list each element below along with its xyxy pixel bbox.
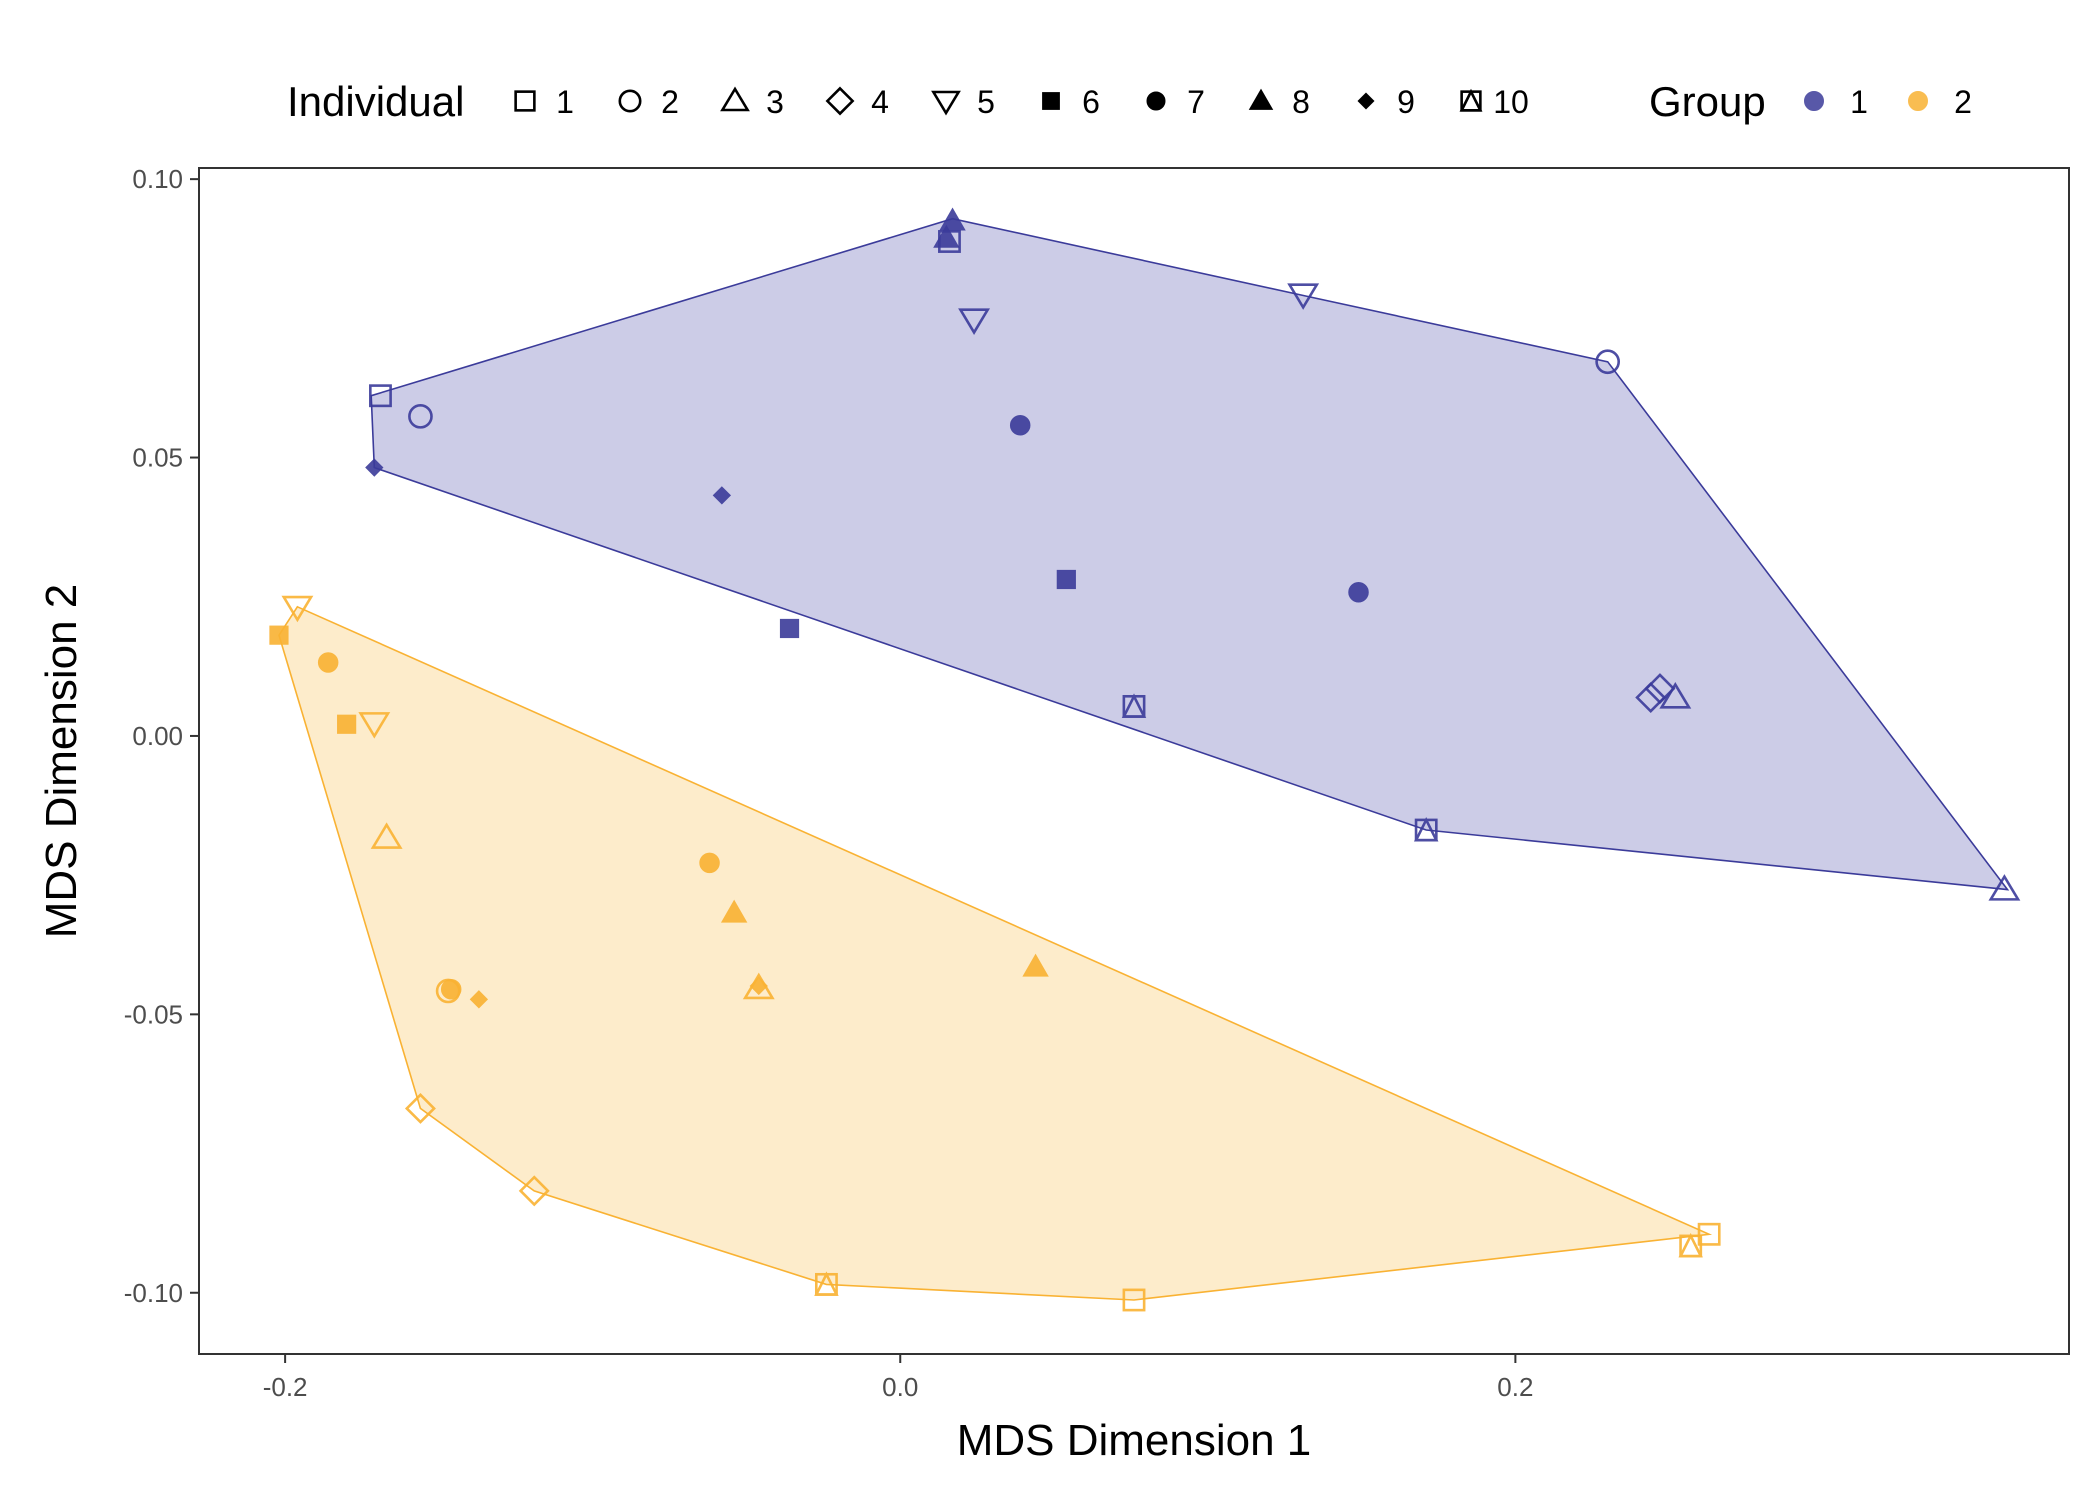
point-group-2-individual-8 [1022, 953, 1049, 977]
hull-group-1 [370, 217, 2010, 891]
point-group-1-individual-2 [1595, 349, 1621, 375]
point-group-2-individual-10 [814, 1271, 839, 1296]
point-group-1-individual-1 [369, 384, 392, 408]
legend-individual-label: 9 [1397, 84, 1415, 120]
x-tick-label: -0.2 [263, 1372, 308, 1402]
group-hulls [278, 217, 2010, 1301]
legend-individual-title: Individual [287, 78, 464, 125]
legend-group-item-1: 1 [1804, 84, 1868, 120]
point-group-2-individual-5 [358, 712, 391, 739]
legend-individual-item-8: 8 [1248, 84, 1310, 120]
point-group-1-individual-6 [1056, 569, 1076, 590]
point-group-2-individual-3 [370, 822, 403, 849]
legend-individual-item-2: 2 [618, 84, 679, 120]
point-group-1-individual-1 [938, 230, 961, 253]
point-group-1-individual-7 [1348, 582, 1369, 603]
point-group-2-individual-5 [281, 595, 314, 623]
legend-individual-item-6: 6 [1042, 84, 1100, 120]
legend-group-item-2: 2 [1908, 84, 1972, 120]
legend-individual-label: 8 [1292, 84, 1310, 120]
y-tick-label: 0.10 [132, 164, 183, 194]
point-group-2-individual-3 [742, 972, 775, 1000]
point-group-1-individual-4 [1635, 682, 1667, 714]
point-group-2-individual-8 [720, 899, 748, 923]
point-group-1-individual-10 [1413, 816, 1439, 842]
point-group-1-individual-4 [1644, 673, 1676, 705]
legend-individual-item-10: 10 [1459, 84, 1529, 120]
legend-individual-item-9: 9 [1357, 84, 1415, 120]
point-group-2-individual-1 [1122, 1288, 1146, 1312]
point-group-2-individual-6 [269, 625, 289, 645]
point-group-2-individual-10 [1678, 1232, 1703, 1258]
point-group-1-individual-3 [1659, 681, 1692, 709]
legend-group-label: 1 [1850, 84, 1868, 120]
legend-individual-label: 2 [661, 84, 679, 120]
point-group-1-individual-10 [1121, 693, 1147, 718]
legend-individual-item-1: 1 [514, 84, 574, 120]
legend-individual-items: 1 2 3 4 5 6 7 8 9 10 [514, 84, 1529, 120]
hull-group-2 [278, 605, 1713, 1301]
x-tick-label: 0.2 [1497, 1372, 1533, 1402]
x-tick-label: 0.0 [882, 1372, 918, 1402]
legend-individual-label: 10 [1493, 84, 1529, 120]
x-axis-title: MDS Dimension 1 [957, 1416, 1312, 1465]
legend-individual-label: 4 [871, 84, 889, 120]
legend-individual-label: 5 [977, 84, 995, 120]
point-group-2-individual-6 [337, 714, 357, 734]
point-group-2-individual-7 [699, 852, 720, 874]
y-tick-label: 0.00 [132, 721, 183, 751]
point-group-1-individual-2 [408, 403, 433, 429]
legend-individual-item-4: 4 [825, 84, 889, 120]
point-group-2-individual-7 [440, 979, 462, 1000]
y-tick-label: 0.05 [132, 443, 183, 473]
point-group-1-individual-3 [1988, 874, 2021, 901]
legend-individual-item-7: 7 [1146, 84, 1205, 120]
legend-individual-item-3: 3 [720, 84, 784, 120]
y-axis: 0.10 0.05 0.00 -0.05 -0.10 [124, 164, 199, 1308]
plot-panel-border [198, 167, 2070, 1355]
point-group-2-individual-4 [518, 1175, 550, 1207]
y-tick-label: -0.05 [124, 999, 183, 1029]
legend-individual-label: 6 [1082, 84, 1100, 120]
point-group-1-individual-5 [1287, 283, 1320, 310]
point-group-1-individual-6 [779, 618, 800, 639]
point-group-2-individual-4 [404, 1092, 436, 1124]
point-group-2-individual-7 [317, 652, 339, 673]
legend-individual-item-5: 5 [931, 84, 995, 120]
point-group-1-individual-8 [939, 207, 966, 231]
x-axis: -0.2 0.0 0.2 [263, 1354, 1533, 1402]
point-group-2-individual-9 [469, 990, 489, 1009]
legend-group-label: 2 [1954, 84, 1972, 120]
legend-group-title: Group [1649, 78, 1766, 125]
point-group-1-individual-9 [365, 458, 384, 477]
point-group-1-individual-9 [712, 486, 732, 505]
point-group-2-individual-1 [1697, 1222, 1721, 1246]
legend-individual-label: 3 [766, 84, 784, 120]
legend-individual-label: 1 [556, 84, 574, 120]
legend-individual-label: 7 [1187, 84, 1205, 120]
point-group-1-individual-7 [1009, 414, 1031, 436]
data-points [269, 207, 2021, 1312]
point-group-1-individual-5 [958, 308, 991, 335]
y-tick-label: -0.10 [124, 1278, 183, 1308]
y-axis-title: MDS Dimension 2 [37, 584, 86, 939]
